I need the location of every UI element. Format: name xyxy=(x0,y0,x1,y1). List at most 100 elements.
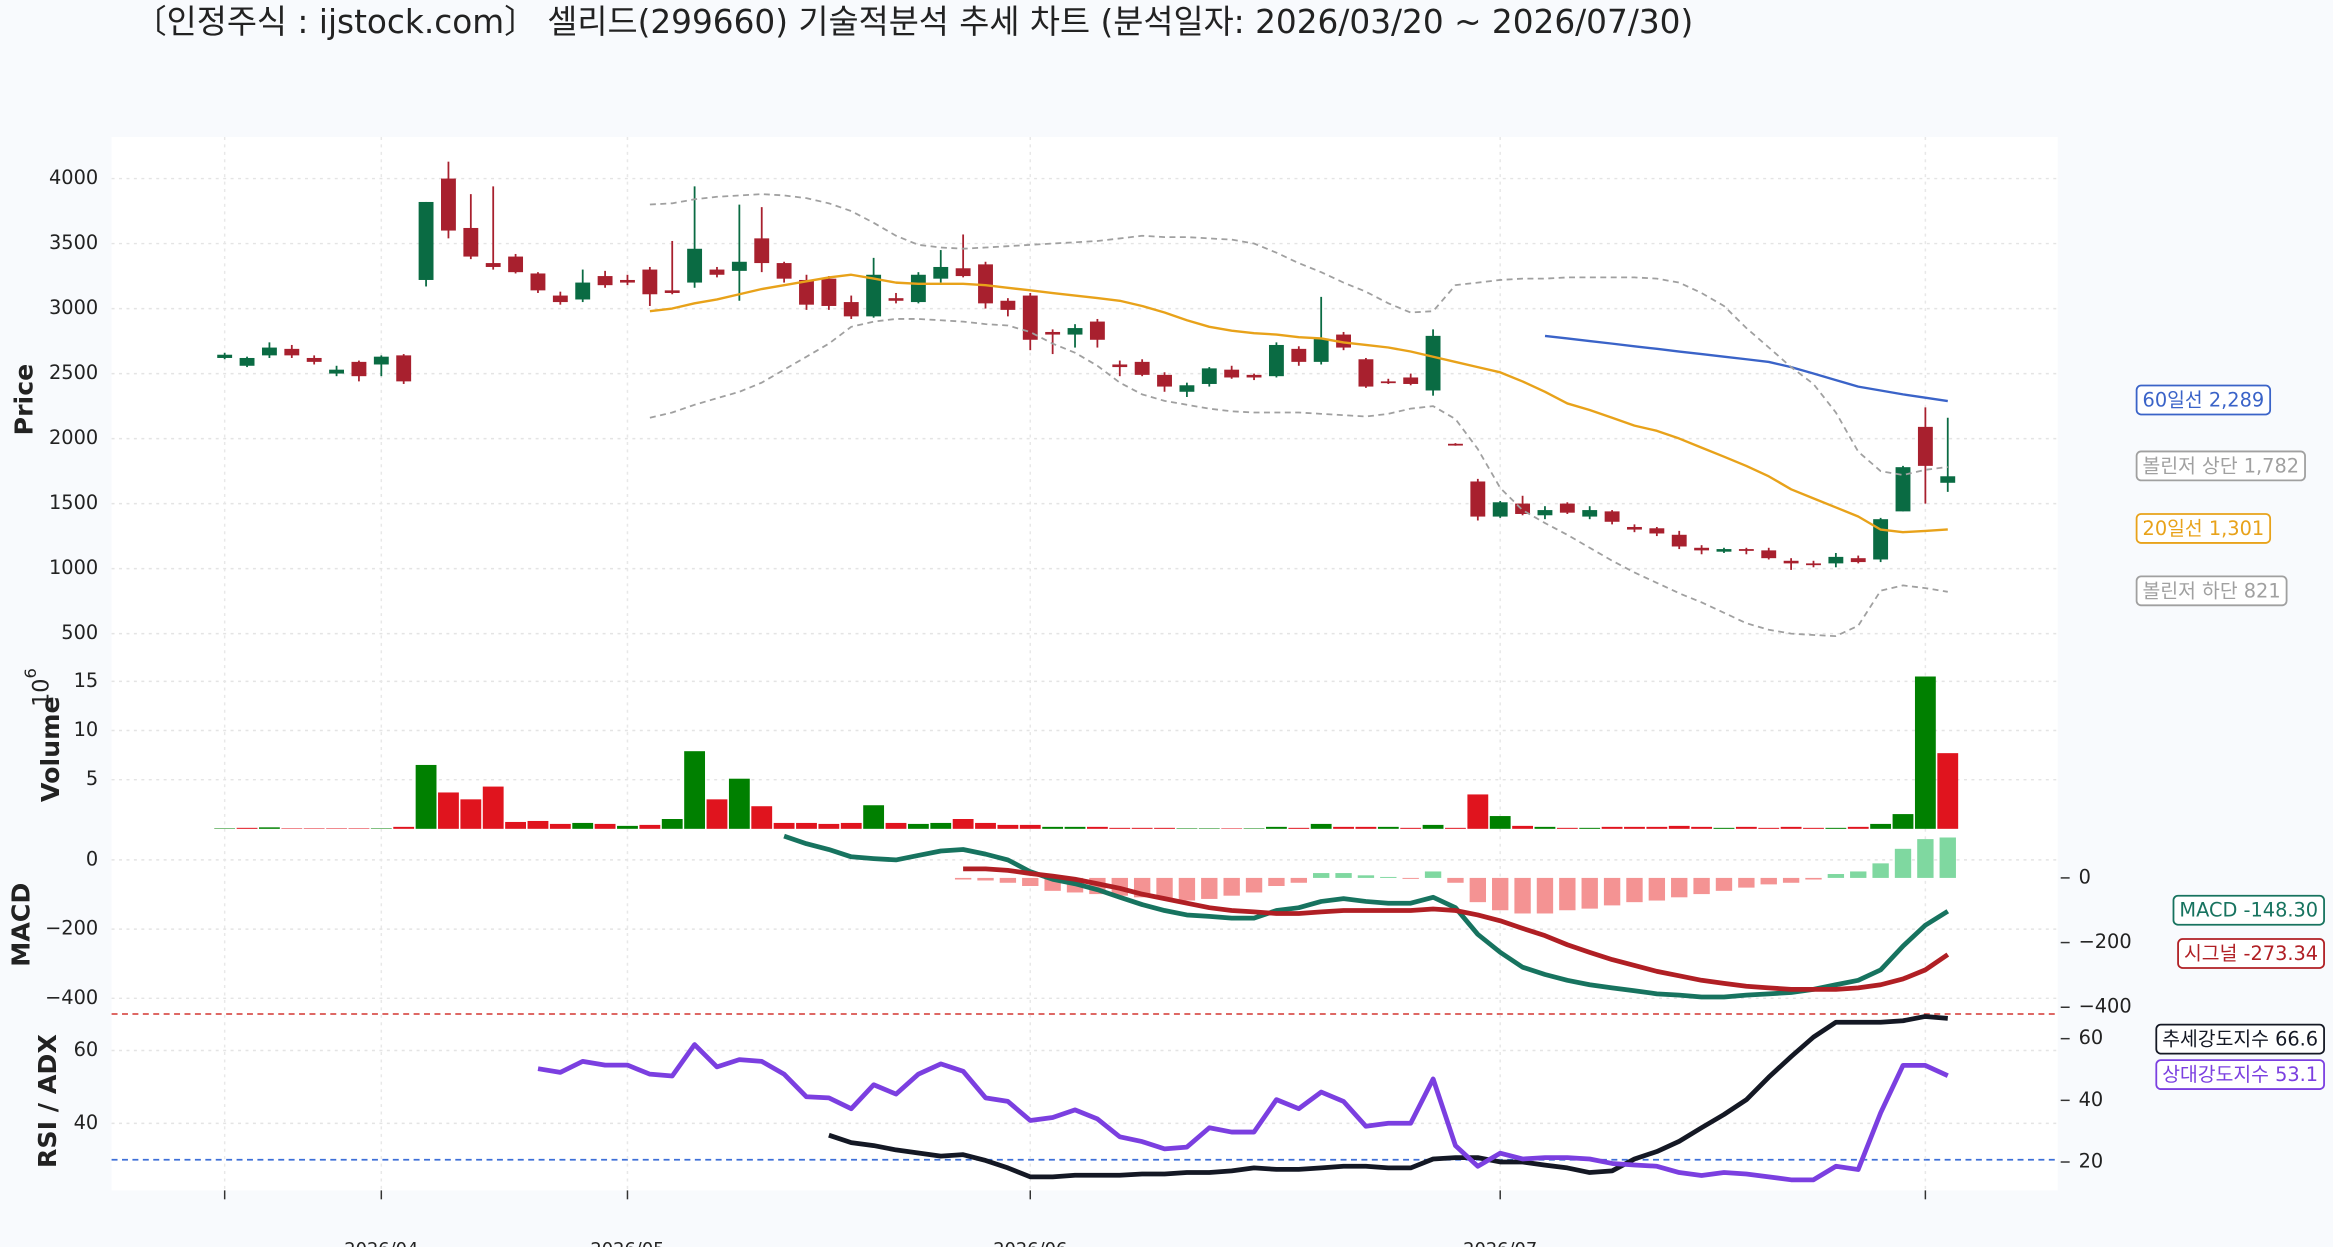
volume-bar xyxy=(1288,827,1310,829)
y-tick-label: 2000 xyxy=(49,426,98,449)
candle-body xyxy=(1582,510,1598,517)
volume-bar xyxy=(975,822,996,829)
candle-body xyxy=(1134,361,1150,375)
volume-bar xyxy=(1534,826,1556,829)
series-label-box xyxy=(2135,384,2272,416)
candle-body xyxy=(731,261,747,271)
x-tick-label: 2026/06 xyxy=(993,1239,1067,1247)
volume-bar xyxy=(1086,826,1108,829)
volume-bar xyxy=(952,819,974,829)
y2-tick-label: −200 xyxy=(2079,930,2132,953)
candle-body xyxy=(642,269,658,295)
series-label-box xyxy=(2177,938,2325,969)
y-tick-label: −400 xyxy=(45,986,98,1009)
volume-bar xyxy=(1624,826,1645,829)
volume-bar xyxy=(527,820,549,829)
histogram-bar xyxy=(1805,877,1822,880)
candle-body xyxy=(284,348,300,356)
y-axis-label: Volume xyxy=(36,696,65,802)
candle-body xyxy=(866,274,882,317)
candle-body xyxy=(1313,338,1329,362)
volume-bar xyxy=(1646,826,1668,829)
candle-body xyxy=(1761,550,1777,559)
candle-body xyxy=(888,298,904,301)
candle-body xyxy=(955,268,971,277)
candle-body xyxy=(620,279,635,283)
candle-body xyxy=(1492,502,1508,517)
series-label: 상대강도지수 53.1 xyxy=(2162,1063,2318,1086)
volume-bar xyxy=(840,822,862,829)
volume-bar xyxy=(706,799,728,829)
volume-bar xyxy=(572,822,594,829)
volume-bar xyxy=(236,827,258,829)
candle-body xyxy=(1537,510,1553,516)
histogram-bar xyxy=(1559,877,1576,911)
candle-body xyxy=(351,361,367,377)
volume-bar xyxy=(1154,827,1175,829)
volume-bar xyxy=(1758,827,1780,829)
candle-body xyxy=(575,282,591,300)
candle-body xyxy=(687,248,703,283)
histogram-bar xyxy=(1581,877,1598,909)
y-tick-label: 1500 xyxy=(49,491,98,514)
volume-bar xyxy=(460,799,482,829)
volume-bar xyxy=(639,824,661,829)
plot-area xyxy=(111,136,2058,1191)
candle-body xyxy=(1649,528,1665,534)
histogram-bar xyxy=(977,877,994,881)
candle-body xyxy=(1224,369,1240,378)
candle-body xyxy=(1671,534,1687,547)
volume-bar xyxy=(1019,824,1041,829)
volume-bar xyxy=(1914,676,1936,829)
candle-body xyxy=(373,356,389,365)
y-tick-label: 500 xyxy=(61,621,98,644)
candle-body xyxy=(1716,549,1732,552)
candle-body xyxy=(552,295,568,303)
histogram-bar xyxy=(1693,877,1710,895)
volume-bar xyxy=(1355,826,1377,829)
y-tick-label: 15 xyxy=(74,669,99,692)
volume-bar xyxy=(1422,824,1444,829)
volume-bar xyxy=(1556,827,1578,829)
mark-layer xyxy=(214,161,1959,1183)
volume-bar xyxy=(907,823,929,829)
volume-bar xyxy=(259,827,280,829)
candle-body xyxy=(1694,547,1710,551)
candle-body xyxy=(1917,426,1933,466)
volume-bar xyxy=(1489,816,1511,829)
offset-text: 106 xyxy=(21,668,54,707)
volume-bar xyxy=(818,823,840,829)
histogram-bar xyxy=(1850,871,1867,878)
candle-body xyxy=(1201,368,1217,384)
candle-body xyxy=(1850,558,1866,563)
volume-bar xyxy=(1691,826,1713,829)
histogram-bar xyxy=(1022,877,1039,886)
volume-bar xyxy=(1131,827,1153,829)
y-tick-label: 10 xyxy=(74,718,99,741)
histogram-bar xyxy=(1223,877,1240,896)
series-line xyxy=(783,833,1950,1000)
y2-tick-label: 40 xyxy=(2079,1088,2104,1111)
volume-bar xyxy=(482,786,504,829)
histogram-bar xyxy=(1603,877,1621,906)
histogram-bar xyxy=(1782,877,1800,883)
series-line xyxy=(649,193,1948,476)
y2-tick-label: 0 xyxy=(2079,865,2091,888)
x-tick-label: 2026/07 xyxy=(1463,1239,1537,1247)
offset-base: 10 xyxy=(28,679,54,707)
histogram-bar xyxy=(1827,874,1845,878)
histogram-bar xyxy=(1335,873,1352,878)
candle-body xyxy=(597,276,613,286)
candle-body xyxy=(239,357,255,366)
volume-bar xyxy=(594,823,616,829)
volume-bar xyxy=(796,822,817,829)
label-layer: 60일선 2,289 볼린저 상단 1,782 20일선 1,301 볼린저 하단 8… xyxy=(2135,384,2325,1090)
volume-bar xyxy=(617,825,638,829)
candle-body xyxy=(1448,443,1463,446)
series-label: MACD -148.30 xyxy=(2179,899,2318,922)
offset-exponent: 6 xyxy=(21,668,40,678)
candle-body xyxy=(709,269,725,275)
y-tick-label: 60 xyxy=(74,1038,99,1061)
y-tick-label: 5 xyxy=(86,767,98,790)
candle-body xyxy=(978,264,993,304)
